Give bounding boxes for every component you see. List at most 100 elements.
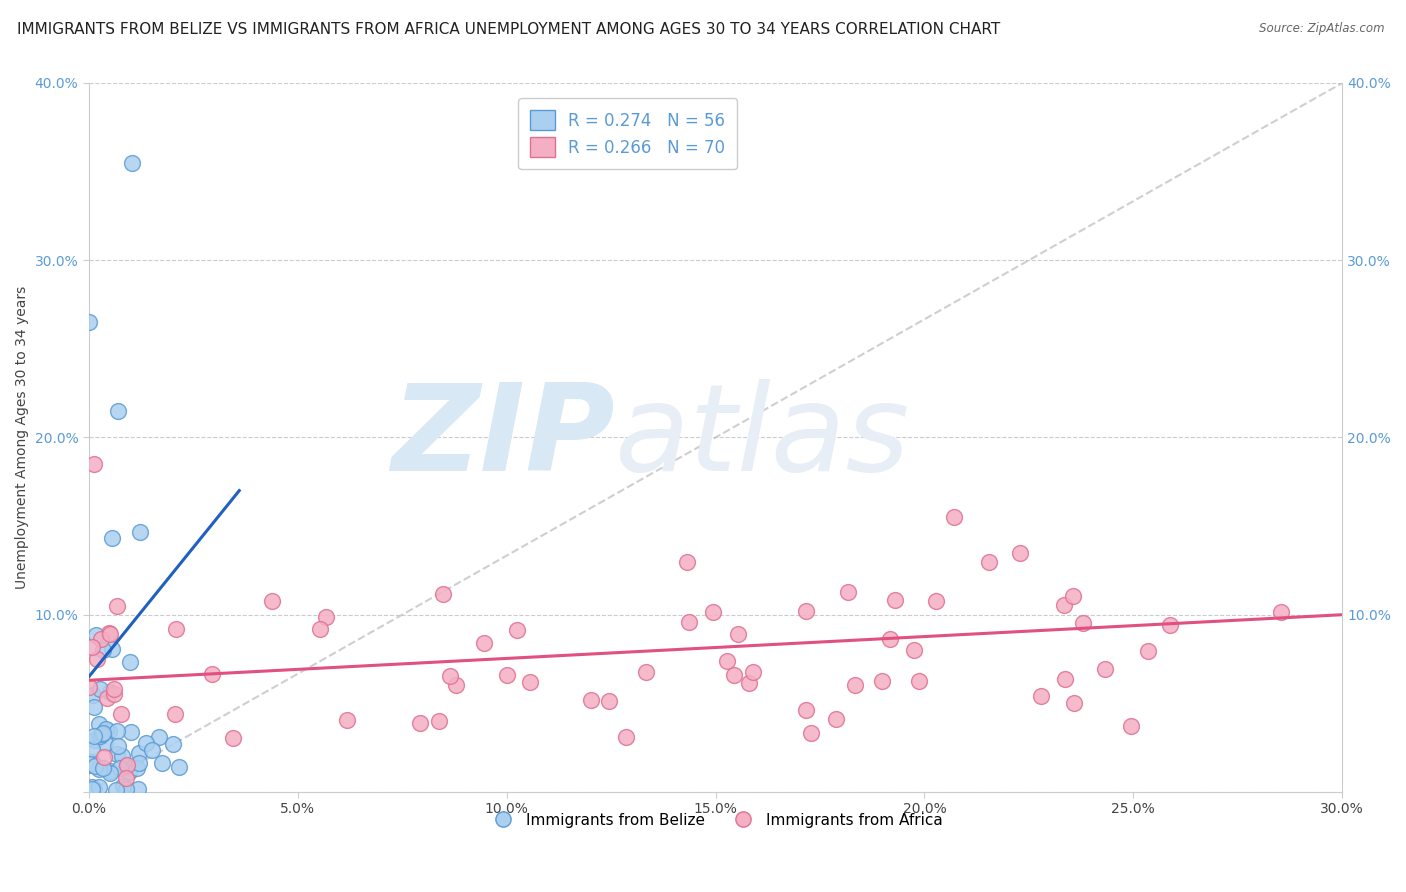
Point <box>107 739 129 753</box>
Point <box>89 729 111 743</box>
Point <box>83 729 105 743</box>
Point <box>446 678 468 692</box>
Point <box>89 762 111 776</box>
Point <box>495 668 517 682</box>
Text: Source: ZipAtlas.com: Source: ZipAtlas.com <box>1260 22 1385 36</box>
Point <box>115 758 138 772</box>
Point <box>115 759 138 773</box>
Point <box>1136 644 1159 658</box>
Point <box>1053 598 1076 612</box>
Point <box>141 743 163 757</box>
Point <box>94 736 117 750</box>
Point <box>135 735 157 749</box>
Point <box>110 706 132 721</box>
Point <box>579 693 602 707</box>
Point <box>1063 696 1085 710</box>
Point <box>98 685 121 699</box>
Point <box>903 643 925 657</box>
Point <box>800 726 823 740</box>
Point <box>505 623 527 637</box>
Point <box>309 622 332 636</box>
Point <box>1010 546 1032 560</box>
Point <box>86 652 108 666</box>
Legend: Immigrants from Belize, Immigrants from Africa: Immigrants from Belize, Immigrants from … <box>482 806 949 834</box>
Point <box>118 656 141 670</box>
Point <box>101 531 124 545</box>
Point <box>837 585 859 599</box>
Point <box>439 669 461 683</box>
Point <box>104 783 127 797</box>
Point <box>162 737 184 751</box>
Point <box>105 599 128 614</box>
Point <box>127 782 149 797</box>
Point <box>794 604 817 618</box>
Point <box>977 555 1000 569</box>
Point <box>165 706 187 721</box>
Point <box>94 723 117 737</box>
Point <box>148 730 170 744</box>
Point <box>82 688 104 702</box>
Point <box>167 760 190 774</box>
Point <box>84 628 107 642</box>
Point <box>702 605 724 619</box>
Point <box>1054 673 1077 687</box>
Point <box>111 780 134 794</box>
Point <box>942 510 965 524</box>
Point <box>80 755 103 769</box>
Point <box>83 457 105 471</box>
Point <box>90 632 112 647</box>
Point <box>165 622 187 636</box>
Point <box>120 724 142 739</box>
Point <box>884 592 907 607</box>
Point <box>93 725 115 739</box>
Y-axis label: Unemployment Among Ages 30 to 34 years: Unemployment Among Ages 30 to 34 years <box>15 285 30 589</box>
Point <box>115 771 138 785</box>
Point <box>614 731 637 745</box>
Point <box>1071 616 1094 631</box>
Point <box>111 748 134 763</box>
Point <box>108 761 131 775</box>
Point <box>103 681 125 696</box>
Point <box>98 764 121 779</box>
Point <box>315 610 337 624</box>
Point <box>97 625 120 640</box>
Point <box>794 703 817 717</box>
Point <box>1062 590 1084 604</box>
Point <box>825 712 848 726</box>
Point <box>82 780 104 795</box>
Point <box>80 782 103 797</box>
Text: atlas: atlas <box>616 379 911 496</box>
Point <box>427 714 450 728</box>
Point <box>84 733 107 747</box>
Point <box>716 654 738 668</box>
Point <box>105 747 128 761</box>
Point <box>83 782 105 797</box>
Point <box>221 731 243 745</box>
Point <box>91 761 114 775</box>
Point <box>96 691 118 706</box>
Point <box>129 525 152 540</box>
Point <box>90 727 112 741</box>
Point <box>128 746 150 760</box>
Point <box>93 749 115 764</box>
Point <box>409 715 432 730</box>
Point <box>1270 606 1292 620</box>
Point <box>201 667 224 681</box>
Point <box>636 665 658 679</box>
Text: ZIP: ZIP <box>391 379 616 496</box>
Point <box>79 757 101 772</box>
Point <box>125 761 148 775</box>
Point <box>472 636 495 650</box>
Point <box>844 678 866 692</box>
Point <box>150 756 173 771</box>
Point <box>128 756 150 770</box>
Point <box>98 627 121 641</box>
Point <box>87 780 110 795</box>
Point <box>89 682 111 697</box>
Point <box>100 642 122 657</box>
Point <box>82 640 104 655</box>
Point <box>925 594 948 608</box>
Point <box>1094 662 1116 676</box>
Point <box>738 675 761 690</box>
Point <box>79 680 101 694</box>
